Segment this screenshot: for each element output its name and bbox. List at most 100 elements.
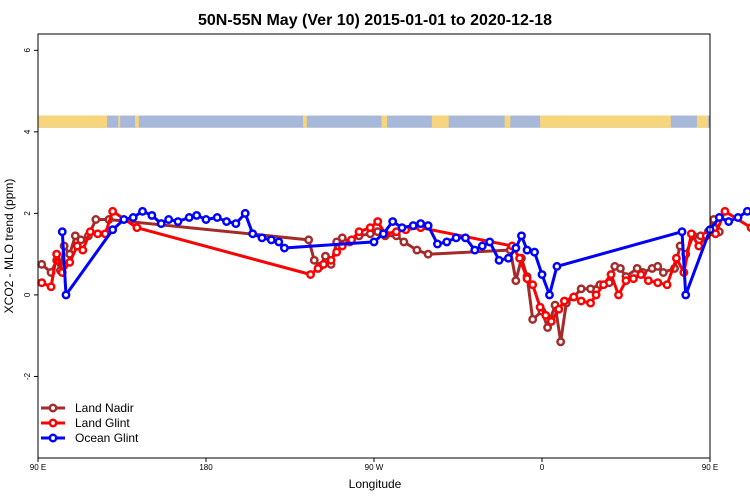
data-point-ocean-glint — [433, 239, 442, 249]
data-point-land-nadir — [399, 237, 409, 247]
data-point-land-nadir — [70, 231, 80, 241]
data-point-land-nadir — [556, 337, 566, 347]
x-axis-label: Longitude — [349, 477, 402, 491]
data-point-land-glint — [332, 247, 342, 257]
y-tick-label: 0 — [23, 292, 32, 297]
data-point-land-nadir — [543, 323, 553, 332]
data-point-land-glint — [711, 229, 721, 239]
data-point-land-glint — [46, 282, 56, 292]
data-point-ocean-glint — [388, 217, 398, 226]
data-point-land-nadir — [632, 263, 642, 273]
data-point-land-nadir — [658, 268, 668, 277]
y-tick-label: 2 — [23, 211, 32, 216]
legend-item-land-nadir: Land Nadir — [41, 401, 134, 415]
land-band-segment — [303, 115, 307, 128]
land-band-segment — [431, 115, 449, 128]
data-point-ocean-glint — [184, 213, 194, 222]
land-band-segment — [540, 115, 671, 128]
data-point-land-glint — [78, 245, 88, 255]
data-point-land-nadir — [321, 251, 330, 261]
data-point-ocean-glint — [537, 270, 547, 279]
data-point-ocean-glint — [423, 221, 433, 231]
data-point-land-glint — [373, 217, 383, 226]
data-point-land-nadir — [615, 263, 625, 273]
chart-title: 50N-55N May (Ver 10) 2015-01-01 to 2020-… — [198, 12, 552, 29]
data-point-ocean-glint — [266, 235, 276, 245]
data-point-land-glint — [606, 270, 616, 279]
data-point-ocean-glint — [494, 255, 504, 265]
data-point-land-glint — [522, 274, 532, 284]
data-point-land-nadir — [528, 314, 538, 324]
land-band-segment — [381, 115, 388, 128]
data-point-land-glint — [132, 223, 142, 233]
data-point-land-glint — [306, 270, 315, 279]
legend-swatch-marker — [48, 403, 58, 413]
data-point-ocean-glint — [470, 245, 480, 255]
data-point-land-glint — [65, 257, 75, 267]
data-point-ocean-glint — [724, 217, 734, 226]
data-point-ocean-glint — [681, 290, 691, 300]
data-point-ocean-glint — [248, 229, 258, 239]
data-point-land-nadir — [309, 255, 319, 265]
x-tick-label: 180 — [199, 463, 213, 472]
data-point-land-glint — [636, 270, 646, 279]
data-point-land-glint — [559, 296, 569, 306]
plot-frame — [37, 33, 711, 459]
data-point-ocean-glint — [173, 217, 183, 226]
data-point-land-glint — [541, 310, 551, 320]
data-point-land-glint — [671, 253, 681, 263]
data-point-ocean-glint — [733, 213, 743, 222]
data-point-ocean-glint — [156, 219, 166, 229]
data-point-ocean-glint — [742, 206, 750, 216]
data-point-ocean-glint — [485, 237, 495, 247]
data-point-ocean-glint — [257, 233, 267, 243]
data-point-ocean-glint — [164, 215, 174, 224]
land-ocean-band — [38, 115, 710, 128]
x-tick-label: 0 — [540, 463, 545, 472]
data-point-ocean-glint — [552, 261, 562, 271]
legend-label: Land Glint — [75, 416, 130, 430]
data-point-land-glint — [720, 206, 730, 216]
data-point-ocean-glint — [442, 237, 452, 247]
data-point-land-glint — [554, 304, 564, 314]
data-point-ocean-glint — [108, 225, 118, 235]
data-point-ocean-glint — [201, 215, 211, 224]
data-point-land-glint — [569, 292, 579, 302]
data-point-land-glint — [528, 280, 538, 290]
data-point-ocean-glint — [279, 243, 289, 253]
data-point-land-glint — [643, 276, 653, 286]
data-point-ocean-glint — [212, 213, 222, 222]
data-point-land-glint — [354, 227, 364, 237]
data-point-land-nadir — [576, 284, 586, 294]
data-point-land-nadir — [511, 276, 521, 286]
data-point-ocean-glint — [714, 213, 724, 222]
data-point-ocean-glint — [192, 210, 202, 220]
data-point-land-nadir — [91, 215, 101, 224]
legend-swatch-marker — [48, 433, 58, 443]
data-point-land-glint — [662, 280, 672, 290]
data-point-ocean-glint — [503, 253, 513, 263]
data-point-land-glint — [629, 274, 638, 284]
data-point-land-glint — [694, 241, 704, 251]
data-point-land-glint — [599, 280, 609, 290]
data-point-ocean-glint — [119, 215, 129, 224]
data-point-land-glint — [515, 253, 525, 263]
data-point-ocean-glint — [369, 237, 379, 247]
data-point-land-glint — [621, 276, 631, 286]
data-point-ocean-glint — [222, 217, 231, 226]
data-point-land-glint — [37, 278, 47, 288]
x-tick-label: 90 W — [365, 463, 384, 472]
data-point-land-nadir — [653, 261, 663, 271]
data-point-ocean-glint — [517, 231, 526, 241]
legend-swatch-marker — [48, 418, 58, 428]
y-tick-label: 6 — [23, 48, 32, 53]
data-point-land-nadir — [304, 235, 314, 245]
data-point-ocean-glint — [477, 241, 487, 251]
data-point-ocean-glint — [545, 290, 554, 300]
data-point-ocean-glint — [240, 208, 250, 218]
legend-item-ocean-glint: Ocean Glint — [41, 431, 139, 445]
series-ocean-glint — [57, 206, 750, 300]
data-point-land-nadir — [423, 249, 433, 259]
